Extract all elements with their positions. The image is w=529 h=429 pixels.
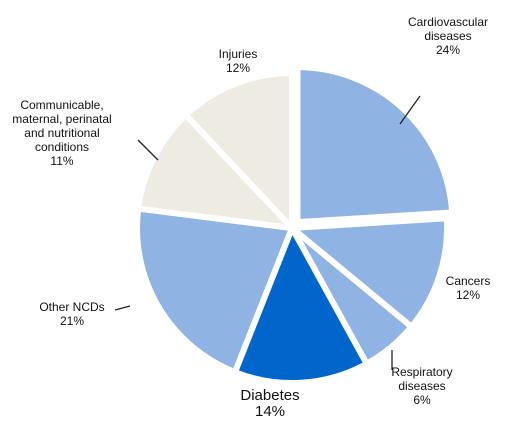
slice-name-line: Diabetes (240, 387, 299, 404)
slice-value-label: 12% (226, 61, 250, 75)
pie-slice-other-ncds (134, 205, 297, 377)
slice-value-label: 12% (456, 288, 480, 302)
slice-name-line: and nutritional (24, 126, 99, 140)
slice-value-label: 24% (436, 43, 460, 57)
slice-name-line: Cancers (446, 274, 491, 288)
leader-line-communicable-maternal-perinatal-and-nutritional-conditions (137, 139, 159, 161)
pie-slice-diabetes (231, 220, 371, 386)
slice-label-cancers: Cancers 12% (446, 274, 491, 302)
slice-name-line: Injuries (219, 47, 258, 61)
leader-line-other-ncds (114, 305, 131, 311)
slice-value-label: 6% (413, 393, 431, 407)
slice-value-label: 21% (60, 314, 84, 328)
leader-lines (114, 95, 421, 370)
pie-slices (134, 64, 456, 386)
slice-value-label: 14% (255, 403, 285, 420)
slice-label-diabetes: Diabetes 14% (240, 387, 299, 420)
pie-slice-injuries (181, 69, 295, 236)
slice-name-line: maternal, perinatal (12, 112, 111, 126)
slice-value-label: 11% (50, 154, 73, 168)
slice-name-line: Communicable, (20, 98, 103, 112)
slice-label-injuries: Injuries 12% (219, 47, 258, 75)
slice-name-line: Respiratory (391, 365, 452, 379)
slice-labels: Cardiovascular diseases 24%Cancers 12%Respi… (12, 15, 490, 420)
slice-label-respiratory-diseases: Respiratory diseases 6% (391, 365, 452, 407)
slice-name-line: diseases (398, 379, 445, 393)
slice-name-line: diseases (424, 29, 471, 43)
slice-label-communicable-maternal-perinatal-and-nutritional-conditions: Communicable, maternal, perinatal and nutr… (12, 98, 111, 168)
slice-label-other-ncds: Other NCDs 21% (39, 300, 104, 328)
pie-slice-communicable-maternal-perinatal-and-nutritional-conditions (134, 110, 300, 233)
slice-name-line: Other NCDs (39, 300, 104, 314)
pie-slice-cardiovascular-diseases (294, 64, 456, 226)
slice-label-cardiovascular-diseases: Cardiovascular diseases 24% (408, 15, 488, 57)
slice-name-line: Cardiovascular (408, 15, 488, 29)
leader-line-cardiovascular-diseases (399, 95, 421, 125)
slice-name-line: conditions (35, 140, 89, 154)
pie-slice-cancers (284, 215, 450, 332)
